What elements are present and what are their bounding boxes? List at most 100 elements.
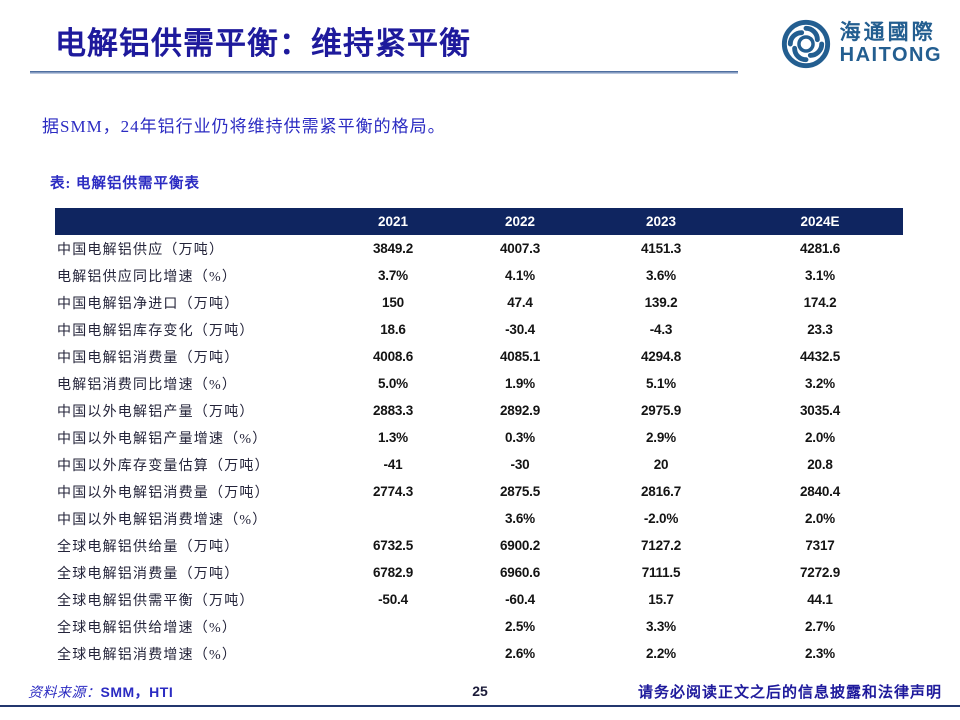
column-header-2024e: 2024E: [737, 208, 903, 235]
logo-text-cn: 海通國際: [839, 21, 936, 45]
cell-2022: 6960.6: [499, 565, 541, 580]
cell-2024e: 174.2: [803, 295, 837, 310]
cell-2024e: 2840.4: [799, 484, 841, 499]
row-label: 中国电解铝净进口（万吨）: [57, 296, 240, 312]
cell-2023: 139.2: [644, 295, 678, 310]
row-label: 中国以外电解铝产量增速（%）: [57, 431, 268, 447]
cell-2022: 6900.2: [499, 538, 541, 553]
cell-2021: 4008.6: [372, 349, 414, 364]
cell-2024e: 7317: [805, 538, 835, 553]
row-label: 中国以外电解铝产量（万吨）: [57, 404, 255, 420]
cell-2024e: 20.8: [807, 457, 833, 472]
cell-2024e: 4432.5: [799, 349, 841, 364]
row-label: 全球电解铝供需平衡（万吨）: [57, 593, 255, 609]
cell-2023: 2.2%: [646, 646, 676, 661]
cell-2022: -30: [510, 457, 530, 472]
row-label: 全球电解铝消费增速（%）: [57, 647, 238, 663]
cell-2024e: 2.7%: [805, 619, 835, 634]
cell-2021: -50.4: [378, 592, 408, 607]
cell-2024e: 3.2%: [805, 376, 835, 391]
table-row: 中国电解铝消费量（万吨） 4008.6 4085.1 4294.8 4432.5: [55, 343, 903, 370]
cell-2021: 6732.5: [372, 538, 414, 553]
cell-2023: 2975.9: [640, 403, 682, 418]
cell-2023: 2.9%: [646, 430, 676, 445]
table-body: 中国电解铝供应（万吨） 3849.2 4007.3 4151.3 4281.6 …: [55, 235, 903, 667]
source-value: SMM，HTI: [100, 684, 174, 700]
disclaimer: 请务必阅读正文之后的信息披露和法律声明: [637, 685, 942, 701]
cell-2021: 3849.2: [372, 241, 414, 256]
table-row: 中国以外电解铝消费量（万吨） 2774.3 2875.5 2816.7 2840…: [55, 478, 903, 505]
source-note: 资料来源：SMM，HTI: [28, 682, 173, 702]
cell-2021: 18.6: [380, 322, 406, 337]
table-row: 中国电解铝供应（万吨） 3849.2 4007.3 4151.3 4281.6: [55, 235, 903, 262]
table-row: 中国以外库存变量估算（万吨） -41 -30 20 20.8: [55, 451, 903, 478]
cell-2022: 4007.3: [499, 241, 541, 256]
row-label: 中国电解铝消费量（万吨）: [57, 350, 240, 366]
row-label: 全球电解铝消费量（万吨）: [57, 566, 240, 582]
cell-2021: 6782.9: [372, 565, 414, 580]
cell-2023: 20: [653, 457, 669, 472]
table-row: 中国以外电解铝消费增速（%） 3.6% -2.0% 2.0%: [55, 505, 903, 532]
row-label: 中国以外库存变量估算（万吨）: [57, 458, 270, 474]
table-row: 中国电解铝净进口（万吨） 150 47.4 139.2 174.2: [55, 289, 903, 316]
cell-2021: [331, 505, 455, 532]
logo-text: 海通國際 HAITONG: [840, 22, 942, 65]
cell-2023: 4294.8: [640, 349, 682, 364]
page-number: 25: [472, 683, 488, 699]
title-divider: [30, 71, 738, 74]
cell-2023: -2.0%: [643, 511, 679, 526]
haitong-logo: 海通國際 HAITONG: [780, 18, 942, 70]
cell-2022: 3.6%: [505, 511, 535, 526]
row-label: 中国以外电解铝消费量（万吨）: [57, 485, 270, 501]
cell-2021: [331, 640, 455, 667]
column-header-label: [55, 208, 331, 235]
cell-2023: 3.3%: [646, 619, 676, 634]
cell-2024e: 2.3%: [805, 646, 835, 661]
column-header-2023: 2023: [585, 208, 737, 235]
cell-2023: 7127.2: [640, 538, 682, 553]
cell-2024e: 2.0%: [805, 511, 835, 526]
cell-2023: 5.1%: [646, 376, 676, 391]
cell-2021: 3.7%: [378, 268, 408, 283]
row-label: 全球电解铝供给量（万吨）: [57, 539, 240, 555]
cell-2021: -41: [383, 457, 403, 472]
cell-2022: 2875.5: [499, 484, 541, 499]
cell-2024e: 7272.9: [799, 565, 841, 580]
cell-2021: 2774.3: [372, 484, 414, 499]
cell-2023: 2816.7: [640, 484, 682, 499]
cell-2022: 4085.1: [499, 349, 541, 364]
supply-demand-balance-table: 2021 2022 2023 2024E 中国电解铝供应（万吨） 3849.2 …: [55, 208, 903, 667]
bottom-divider: [0, 705, 960, 707]
column-header-2022: 2022: [455, 208, 585, 235]
cell-2022: -60.4: [505, 592, 535, 607]
table-row: 中国以外电解铝产量增速（%） 1.3% 0.3% 2.9% 2.0%: [55, 424, 903, 451]
cell-2021: 1.3%: [378, 430, 408, 445]
cell-2023: 7111.5: [641, 565, 681, 580]
column-header-2021: 2021: [331, 208, 455, 235]
cell-2022: 1.9%: [505, 376, 535, 391]
logo-text-en: HAITONG: [839, 43, 942, 66]
cell-2024e: 4281.6: [799, 241, 841, 256]
table-row: 全球电解铝消费量（万吨） 6782.9 6960.6 7111.5 7272.9: [55, 559, 903, 586]
cell-2023: 4151.3: [640, 241, 682, 256]
cell-2021: [331, 613, 455, 640]
cell-2021: 150: [382, 295, 404, 310]
cell-2022: 4.1%: [505, 268, 535, 283]
table-row: 中国以外电解铝产量（万吨） 2883.3 2892.9 2975.9 3035.…: [55, 397, 903, 424]
cell-2023: 15.7: [648, 592, 674, 607]
cell-2022: 2.5%: [505, 619, 535, 634]
row-label: 电解铝消费同比增速（%）: [57, 377, 238, 393]
row-label: 中国电解铝库存变化（万吨）: [57, 323, 255, 339]
table-row: 电解铝供应同比增速（%） 3.7% 4.1% 3.6% 3.1%: [55, 262, 903, 289]
source-label: 资料来源：: [28, 686, 101, 701]
table-row: 全球电解铝供需平衡（万吨） -50.4 -60.4 15.7 44.1: [55, 586, 903, 613]
row-label: 中国以外电解铝消费增速（%）: [57, 512, 268, 528]
cell-2022: 47.4: [507, 295, 533, 310]
cell-2024e: 3035.4: [799, 403, 841, 418]
table-row: 电解铝消费同比增速（%） 5.0% 1.9% 5.1% 3.2%: [55, 370, 903, 397]
cell-2022: -30.4: [505, 322, 535, 337]
cell-2024e: 3.1%: [805, 268, 835, 283]
cell-2024e: 2.0%: [805, 430, 835, 445]
cell-2022: 2.6%: [505, 646, 535, 661]
